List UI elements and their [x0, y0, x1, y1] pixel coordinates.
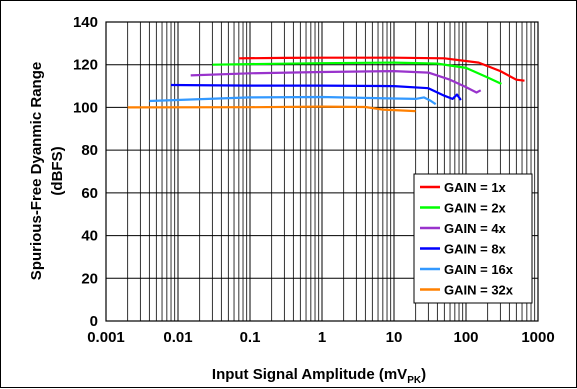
series-line-5	[149, 95, 437, 106]
x-axis-title: Input Signal Amplitude (mVPK)	[212, 366, 426, 386]
x-tick-label: 0.1	[240, 329, 261, 346]
plot-area-border	[105, 21, 539, 322]
x-tick-label: 10	[386, 329, 403, 346]
x-axis-title-main: Input Signal Amplitude (mV	[212, 366, 407, 383]
legend-box	[413, 173, 533, 304]
y-tick-label: 20	[81, 270, 98, 287]
x-tick-label: 1000	[521, 329, 554, 346]
legend-label: GAIN = 8x	[444, 242, 507, 257]
x-tick-label: 0.001	[87, 329, 125, 346]
y-axis-title-line1: Spurious-Free Dyanmic Range	[28, 62, 45, 280]
series-line-1	[238, 56, 525, 82]
y-tick-label: 120	[73, 57, 98, 74]
x-tick-label: 1	[318, 329, 326, 346]
series-line-3	[190, 70, 482, 94]
series-line-6	[127, 105, 416, 113]
series-line-4	[170, 83, 462, 101]
legend-label: GAIN = 1x	[444, 180, 507, 195]
y-tick-labels: 0 20 40 60 80 100 120 140	[73, 14, 98, 330]
y-tick-label: 140	[73, 14, 98, 31]
y-tick-label: 60	[81, 185, 98, 202]
x-tick-label: 0.01	[163, 329, 192, 346]
y-tick-label: 100	[73, 99, 98, 116]
y-tick-label: 0	[90, 313, 98, 330]
legend-label: GAIN = 4x	[444, 221, 507, 236]
x-tick-label: 100	[453, 329, 478, 346]
legend-label: GAIN = 16x	[444, 262, 514, 277]
y-tick-label: 80	[81, 142, 98, 159]
x-axis-title-subscript: PK	[407, 375, 422, 386]
legend-label: GAIN = 2x	[444, 201, 507, 216]
legend: GAIN = 1x GAIN = 2x GAIN = 4x GAIN = 8x GAIN…	[413, 173, 533, 304]
x-tick-labels: 0.001 0.01 0.1 1 10 100 1000	[87, 329, 554, 346]
x-axis-title-close: )	[421, 366, 426, 383]
y-tick-label: 40	[81, 228, 98, 245]
legend-label: GAIN = 32x	[444, 283, 514, 298]
y-axis-title-line2: (dBFS)	[49, 146, 66, 195]
series-layer	[127, 56, 525, 113]
series-line-2	[212, 61, 502, 85]
